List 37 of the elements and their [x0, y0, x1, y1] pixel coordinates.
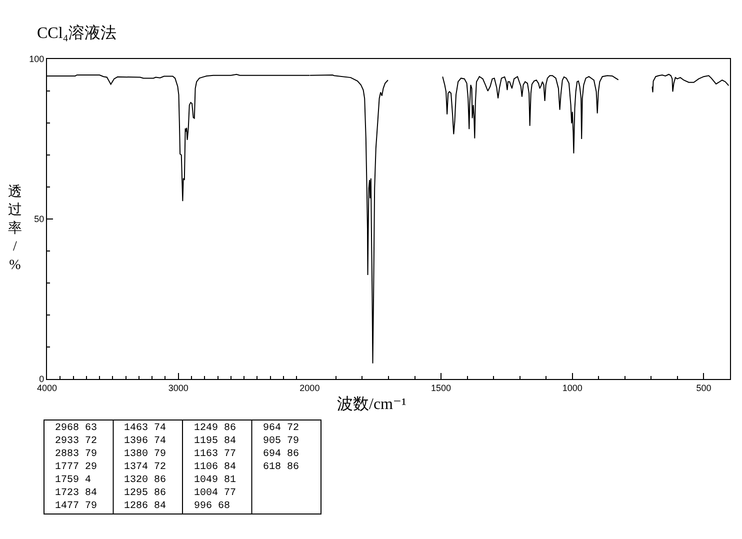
- text: 1396 74: [124, 436, 166, 447]
- y-axis-title: 透过率/%: [8, 184, 22, 273]
- x-tick-label: 2000: [300, 382, 320, 393]
- text: 1374 72: [124, 462, 166, 473]
- x-tick-label: 1000: [562, 382, 582, 393]
- y-tick-label: 0: [39, 374, 44, 384]
- text: 694 86: [263, 449, 300, 460]
- text: 1477 79: [55, 501, 98, 512]
- text: 996 68: [194, 501, 230, 512]
- x-tick-label: 4000: [36, 382, 58, 393]
- text: 2883 79: [55, 449, 98, 460]
- text: 905 79: [263, 436, 300, 447]
- text: 2933 72: [55, 436, 98, 447]
- x-axis-title: 波数/cm⁻¹: [337, 395, 406, 413]
- text: 1249 86: [194, 423, 236, 434]
- text: 2968 63: [55, 423, 98, 434]
- x-tick-label: 1500: [431, 382, 452, 393]
- y-tick-label: 50: [34, 214, 44, 224]
- text: 1777 29: [55, 462, 98, 473]
- text: 1049 81: [194, 475, 236, 486]
- x-tick-label: 3000: [168, 382, 188, 393]
- y-tick-label: 100: [29, 54, 44, 64]
- text: 1286 84: [124, 501, 166, 512]
- text: 1463 74: [124, 423, 166, 434]
- chart-title: CCl₄溶液法: [37, 24, 116, 42]
- text: 1320 86: [124, 475, 166, 486]
- x-tick-label: 500: [696, 382, 712, 393]
- text: 1195 84: [194, 436, 236, 447]
- text: 1106 84: [194, 462, 236, 473]
- text: 1004 77: [194, 488, 236, 499]
- text: 618 86: [263, 462, 300, 473]
- text: 1295 86: [124, 488, 166, 499]
- text: 1723 84: [55, 488, 98, 499]
- text: 1163 77: [194, 449, 236, 460]
- text: 1759 4: [55, 475, 92, 486]
- text: 964 72: [263, 423, 300, 434]
- text: 1380 79: [124, 449, 166, 460]
